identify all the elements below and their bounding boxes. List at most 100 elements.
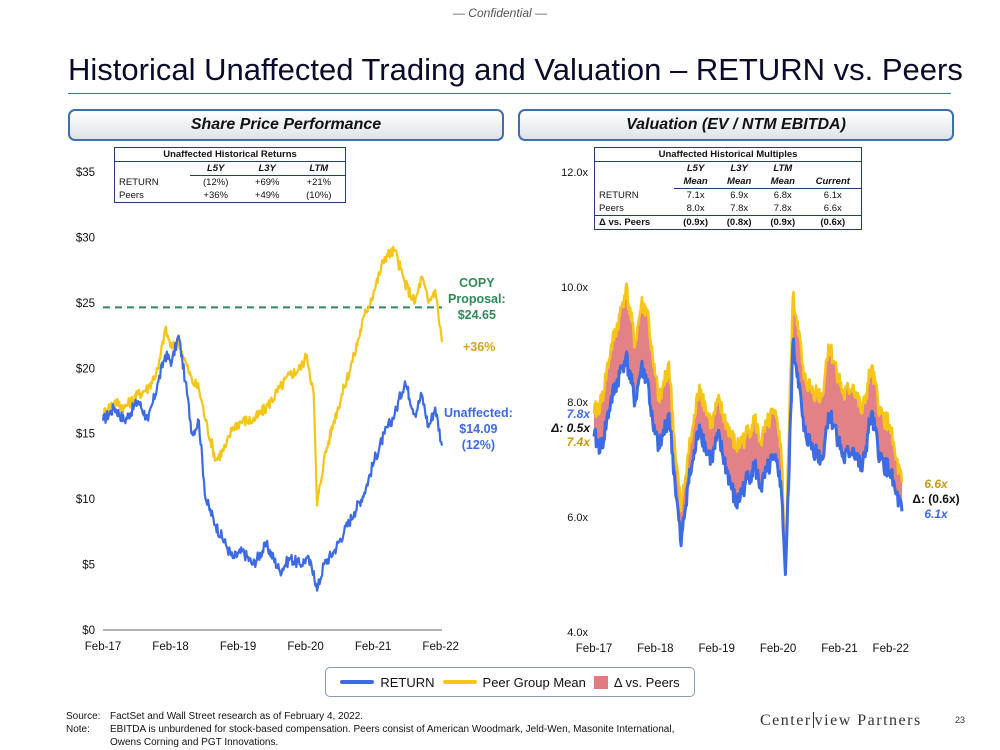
share-price-header: Share Price Performance xyxy=(68,109,504,141)
returns-cell: +69% xyxy=(254,177,280,188)
multiples-cell: 8.0x xyxy=(686,203,705,214)
multiples-cell: 6.6x xyxy=(823,203,842,214)
returns-cell: +21% xyxy=(306,177,332,188)
unaffected-line-3: (12%) xyxy=(461,438,496,452)
share-price-x-axis: Feb-17 Feb-18 Feb-19 Feb-20 Feb-21 Feb-22 xyxy=(85,629,459,653)
returns-table: Unaffected Historical Returns L5Y L3Y LT… xyxy=(114,147,346,203)
peers-multiple-line xyxy=(592,282,904,576)
x-tick-label: Feb-19 xyxy=(220,641,256,653)
x-tick-label: Feb-18 xyxy=(152,641,188,653)
returns-cell: (10%) xyxy=(306,190,332,201)
legend-swatch-peers xyxy=(442,680,477,684)
y-tick-label: $25 xyxy=(76,298,95,310)
multiples-table: Unaffected Historical Multiples L5Y L3Y … xyxy=(594,147,862,230)
multiples-cell: 7.8x xyxy=(730,203,749,214)
end-peers-value: 6.6x xyxy=(924,477,948,491)
valuation-y-axis: 4.0x 6.0x 8.0x 10.0x 12.0x xyxy=(561,167,588,639)
returns-cell: (12%) xyxy=(203,177,229,188)
multiples-row-label: RETURN xyxy=(599,189,639,201)
multiples-col-top: L3Y xyxy=(730,163,748,174)
y-tick-label: 8.0x xyxy=(567,397,588,409)
x-tick-label: Feb-21 xyxy=(821,643,857,655)
multiples-col-bottom: Mean xyxy=(760,175,805,189)
x-tick-label: Feb-17 xyxy=(576,643,612,655)
unaffected-line-2: $14.09 xyxy=(459,422,498,436)
logo-part-2: view Partners xyxy=(814,712,922,729)
multiples-cell: 7.1x xyxy=(686,190,705,201)
proposal-annotation: COPY Proposal: $24.65 xyxy=(448,275,506,323)
multiples-table-corner2 xyxy=(595,175,674,189)
footnote-label: Source: xyxy=(66,711,101,722)
multiples-col-top xyxy=(805,162,862,176)
legend-item-delta: Δ vs. Peers xyxy=(593,675,680,690)
x-tick-label: Feb-21 xyxy=(355,641,391,653)
legend-item-peers: Peer Group Mean xyxy=(442,674,586,690)
returns-col-ltm: LTM xyxy=(292,161,346,176)
legend-swatch-return xyxy=(340,680,375,684)
x-tick-label: Feb-22 xyxy=(873,643,909,655)
title-divider xyxy=(68,93,951,94)
y-tick-label: $35 xyxy=(76,167,95,179)
returns-table-title: Unaffected Historical Returns xyxy=(114,147,346,162)
end-delta-value: Δ: (0.6x) xyxy=(912,492,960,506)
return-multiple-line xyxy=(592,337,904,576)
multiples-delta-label: Δ vs. Peers xyxy=(594,215,674,230)
x-tick-label: Feb-17 xyxy=(85,641,121,653)
multiples-cell: 6.8x xyxy=(773,190,792,201)
valuation-header: Valuation (EV / NTM EBITDA) xyxy=(518,109,954,141)
returns-cell: +49% xyxy=(254,190,280,201)
multiples-delta-cell: (0.9x) xyxy=(673,215,718,230)
peers-series-line xyxy=(101,245,444,507)
legend-swatch-delta xyxy=(593,675,608,689)
y-tick-label: 10.0x xyxy=(561,282,588,294)
logo-divider xyxy=(812,712,814,728)
end-return-value: 6.1x xyxy=(924,507,948,521)
valuation-x-axis: Feb-17 Feb-18 Feb-19 Feb-20 Feb-21 Feb-22 xyxy=(576,643,909,655)
start-annotation: 7.8x Δ: 0.5x 7.4x xyxy=(540,407,590,449)
company-logo: Center view Partners xyxy=(760,712,922,730)
multiples-row-label: Peers xyxy=(599,203,624,214)
multiples-cell: 6.9x xyxy=(730,190,749,201)
y-tick-label: $20 xyxy=(76,363,95,375)
start-delta-value: Δ: 0.5x xyxy=(551,421,590,435)
footnote-text: EBITDA is unburdened for stock-based com… xyxy=(110,724,675,735)
y-tick-label: $0 xyxy=(82,625,95,637)
y-tick-label: 4.0x xyxy=(567,627,588,639)
y-tick-label: 12.0x xyxy=(561,167,588,179)
peers-return-annotation: +36% xyxy=(463,340,496,354)
multiples-cell: 6.1x xyxy=(823,190,842,201)
y-tick-label: 6.0x xyxy=(567,512,588,524)
multiples-col-top: L5Y xyxy=(686,163,705,174)
multiples-col-top: LTM xyxy=(773,163,793,174)
multiples-table-title: Unaffected Historical Multiples xyxy=(594,147,862,162)
start-return-value: 7.4x xyxy=(566,435,590,449)
confidential-label: — Confidential — xyxy=(452,6,548,20)
return-series-line xyxy=(101,334,444,592)
logo-part-1: Center xyxy=(760,712,812,729)
footnote-row: Note: EBITDA is unburdened for stock-bas… xyxy=(66,723,674,736)
multiples-delta-cell: (0.6x) xyxy=(804,215,862,230)
page-title: Historical Unaffected Trading and Valuat… xyxy=(68,52,963,87)
legend-label-return: RETURN xyxy=(380,674,435,690)
returns-table-corner xyxy=(115,162,190,176)
multiples-delta-cell: (0.8x) xyxy=(717,215,761,230)
returns-cell: +36% xyxy=(203,190,228,201)
unaffected-annotation: Unaffected: $14.09 (12%) xyxy=(444,405,513,453)
y-tick-label: $5 xyxy=(82,560,95,572)
multiples-col-bottom: Current xyxy=(804,175,862,189)
multiples-cell: 7.8x xyxy=(773,203,792,214)
y-tick-label: $15 xyxy=(76,429,95,441)
footnote-text: FactSet and Wall Street research as of F… xyxy=(110,711,364,722)
chart-legend: RETURN Peer Group Mean Δ vs. Peers xyxy=(325,667,695,697)
multiples-col-bottom: Mean xyxy=(717,175,761,189)
legend-label-peers: Peer Group Mean xyxy=(482,674,586,690)
y-tick-label: $30 xyxy=(76,232,95,244)
legend-item-return: RETURN xyxy=(340,674,435,690)
multiples-col-bottom: Mean xyxy=(673,175,718,189)
footnote-text: Owens Corning and PGT Innovations. xyxy=(110,737,279,748)
footnote-label: Note: xyxy=(66,724,90,735)
share-price-plot xyxy=(101,245,444,592)
footnote-row: Source: FactSet and Wall Street research… xyxy=(66,710,674,723)
footnote-row: Owens Corning and PGT Innovations. xyxy=(66,736,674,749)
footnote-label xyxy=(66,736,110,749)
